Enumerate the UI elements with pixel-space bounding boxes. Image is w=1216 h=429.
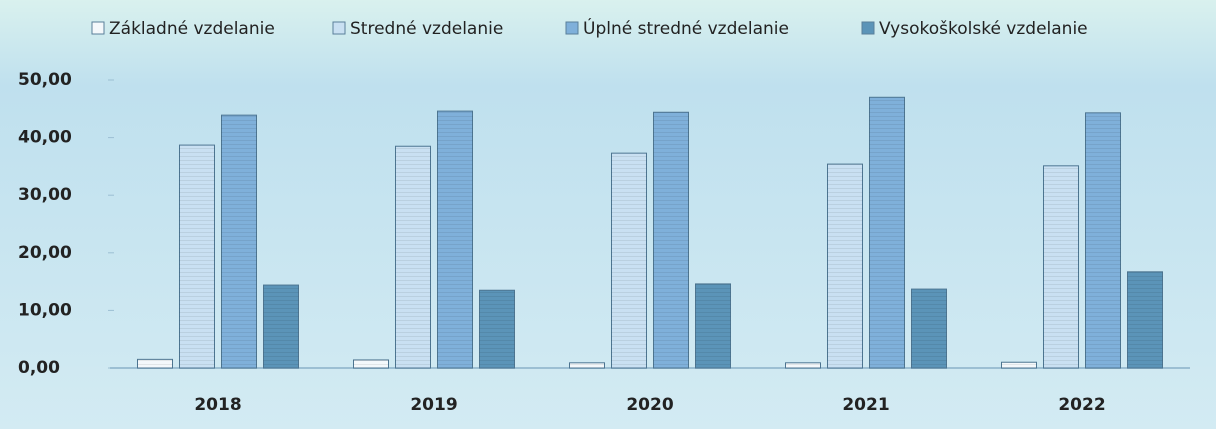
bar-texture [1085, 112, 1121, 368]
bar-texture [437, 111, 473, 368]
bar-texture [479, 290, 515, 368]
y-tick-label: 0,00 [18, 358, 60, 378]
bar-texture [395, 146, 431, 368]
legend-label: Vysokoškolské vzdelanie [879, 19, 1088, 39]
y-tick-label: 50,00 [18, 70, 72, 90]
legend-label: Úplné stredné vzdelanie [583, 17, 789, 39]
bar-texture [911, 289, 947, 368]
bar-texture [179, 145, 215, 368]
legend-label: Základné vzdelanie [109, 19, 275, 39]
bar-texture [221, 115, 257, 368]
legend-label: Stredné vzdelanie [350, 19, 503, 39]
x-tick-label: 2018 [194, 395, 241, 415]
bar-texture [353, 359, 389, 368]
x-tick-label: 2022 [1058, 395, 1105, 415]
x-tick-label: 2019 [410, 395, 457, 415]
y-tick-label: 30,00 [18, 185, 72, 205]
x-tick-label: 2020 [626, 395, 673, 415]
bar-texture [827, 164, 863, 368]
bar-texture [869, 97, 905, 368]
bar-texture [569, 362, 605, 368]
bar-texture [263, 285, 299, 368]
bar-texture [785, 362, 821, 368]
y-tick-label: 40,00 [18, 128, 72, 148]
bar-texture [137, 359, 173, 368]
bar-texture [653, 112, 689, 368]
x-tick-label: 2021 [842, 395, 889, 415]
bar-texture [695, 283, 731, 368]
legend-swatch [861, 21, 875, 35]
bar-texture [1001, 362, 1037, 368]
legend-swatch [565, 21, 579, 35]
y-tick-label: 20,00 [18, 243, 72, 263]
bar-texture [611, 153, 647, 368]
bar-texture [1127, 271, 1163, 368]
bar-texture [1043, 165, 1079, 368]
legend-swatch [91, 21, 105, 35]
y-tick-label: 10,00 [18, 300, 72, 320]
legend-swatch [332, 21, 346, 35]
